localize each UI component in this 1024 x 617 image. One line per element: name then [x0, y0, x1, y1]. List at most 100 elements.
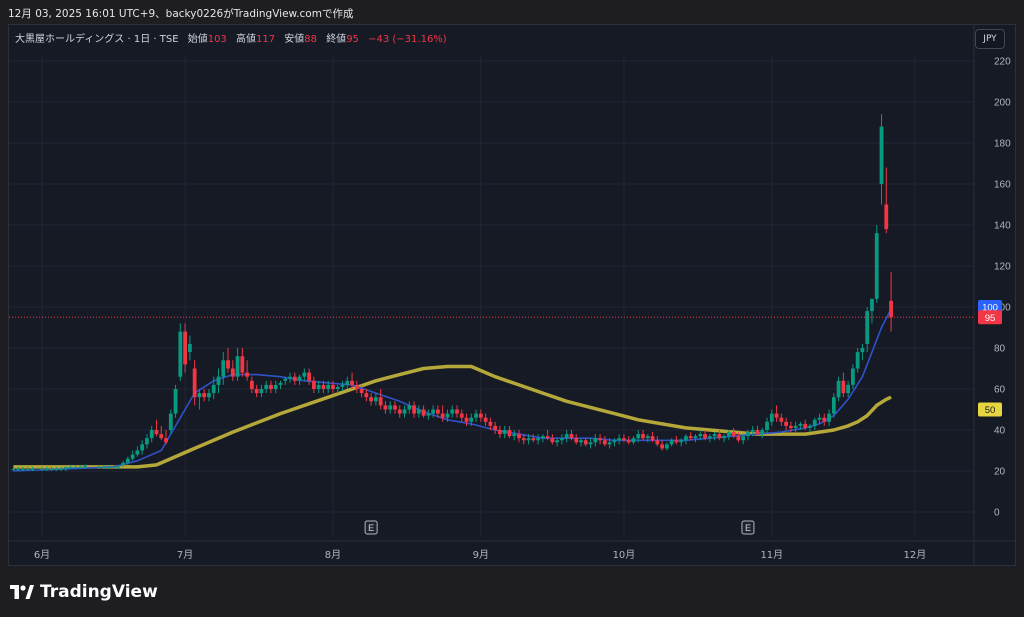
- candle-body: [836, 380, 841, 398]
- candle: [307, 368, 312, 385]
- candle-body: [741, 436, 746, 441]
- candle: [450, 405, 455, 418]
- candle-body: [679, 440, 684, 443]
- symbol-name: 大黒屋ホールディングス · 1日 · TSE: [15, 34, 179, 45]
- candle-body: [402, 409, 407, 414]
- candle: [288, 372, 292, 383]
- candle: [550, 434, 555, 445]
- candle: [221, 352, 226, 385]
- y-tick-label: 120: [994, 262, 1011, 273]
- candle-body: [698, 434, 703, 437]
- candle: [230, 360, 235, 381]
- price-chart[interactable]: 0 20 40 60 80 100 120 140 160 180 200 220 6月 7月 8月 9月 10…: [9, 25, 1015, 565]
- candle: [54, 466, 59, 471]
- candle-body: [187, 343, 192, 353]
- candle: [273, 380, 278, 394]
- candle-body: [855, 352, 860, 369]
- candle: [517, 430, 521, 443]
- chart-panel[interactable]: 大黒屋ホールディングス · 1日 · TSE 始値103 高値117 安値88 …: [8, 24, 1016, 566]
- x-tick-label: 12月: [904, 549, 927, 561]
- candle: [130, 450, 135, 461]
- candle-body: [111, 466, 116, 468]
- candle-body: [870, 298, 874, 312]
- candle-body: [416, 409, 421, 414]
- candle: [679, 438, 684, 447]
- candle: [106, 464, 111, 469]
- candle-body: [140, 444, 145, 451]
- candle: [731, 427, 736, 439]
- candle-body: [297, 376, 302, 381]
- candle-body: [841, 380, 846, 394]
- candle-body: [746, 432, 750, 437]
- close-value: 95: [346, 34, 359, 45]
- candle-body: [354, 384, 359, 389]
- candle: [674, 436, 679, 445]
- candle: [187, 335, 192, 361]
- candle: [493, 421, 498, 435]
- candle: [712, 432, 717, 441]
- candle-body: [602, 440, 607, 445]
- open-label: 始値: [187, 34, 208, 45]
- candle: [40, 466, 44, 471]
- earnings-marker-label: E: [368, 523, 374, 533]
- candle: [102, 464, 106, 469]
- candle: [588, 438, 593, 449]
- candle-body: [879, 126, 884, 184]
- candle: [636, 430, 641, 443]
- candle-body: [83, 464, 87, 467]
- candle-body: [617, 438, 622, 441]
- candle: [254, 384, 259, 398]
- candle: [774, 405, 779, 422]
- candle-body: [483, 417, 488, 422]
- candle: [812, 417, 817, 430]
- candle: [192, 360, 197, 406]
- candle-body: [860, 348, 865, 353]
- candle: [297, 374, 302, 385]
- candle: [335, 384, 340, 394]
- candle: [474, 409, 478, 422]
- candle: [412, 401, 416, 418]
- candle-body: [235, 356, 240, 377]
- candle-body: [202, 393, 207, 398]
- candle: [292, 372, 297, 385]
- candle: [593, 434, 598, 447]
- candle-body: [116, 466, 121, 468]
- candle-body: [607, 442, 612, 445]
- candle-body: [755, 430, 760, 435]
- candle: [879, 114, 884, 205]
- candle: [374, 393, 378, 406]
- candle: [316, 380, 321, 394]
- candle: [416, 405, 421, 418]
- candle: [865, 307, 870, 353]
- candle: [393, 401, 397, 414]
- candle-body: [307, 372, 312, 381]
- currency-button[interactable]: JPY: [975, 29, 1005, 49]
- candle-body: [450, 409, 455, 414]
- candle-body: [230, 368, 235, 377]
- candle-body: [822, 417, 827, 422]
- candle-body: [588, 442, 593, 445]
- candle: [478, 409, 483, 422]
- brand-footer[interactable]: TradingView: [10, 582, 158, 602]
- high-value: 117: [255, 34, 276, 45]
- candle: [30, 466, 35, 471]
- x-tick-label: 7月: [177, 549, 193, 561]
- candle: [68, 464, 73, 469]
- candle: [574, 434, 579, 445]
- candle: [784, 417, 789, 430]
- tradingview-logo-icon: [10, 585, 34, 599]
- candle: [860, 343, 865, 361]
- candle-body: [436, 409, 440, 414]
- candle-body: [350, 380, 354, 385]
- candle-body: [555, 440, 560, 443]
- candle: [641, 430, 645, 441]
- candle: [788, 421, 793, 433]
- candle-body: [149, 430, 154, 439]
- candle-body: [397, 409, 402, 414]
- candle-body: [693, 436, 698, 439]
- candle: [827, 409, 831, 426]
- candle: [302, 368, 307, 381]
- candle: [760, 427, 765, 439]
- candle-body: [493, 425, 498, 430]
- candle-body: [135, 450, 140, 455]
